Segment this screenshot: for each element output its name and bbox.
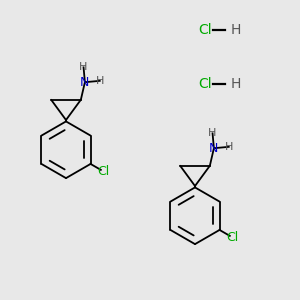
Text: Cl: Cl [199, 77, 212, 91]
Text: H: H [208, 128, 217, 138]
Text: Cl: Cl [97, 165, 110, 178]
Text: H: H [96, 76, 104, 86]
Text: N: N [209, 142, 219, 155]
Text: Cl: Cl [226, 231, 238, 244]
Text: N: N [80, 76, 90, 89]
Text: Cl: Cl [199, 23, 212, 37]
Text: H: H [230, 23, 241, 37]
Text: H: H [80, 62, 88, 72]
Text: H: H [230, 77, 241, 91]
Text: H: H [225, 142, 233, 152]
